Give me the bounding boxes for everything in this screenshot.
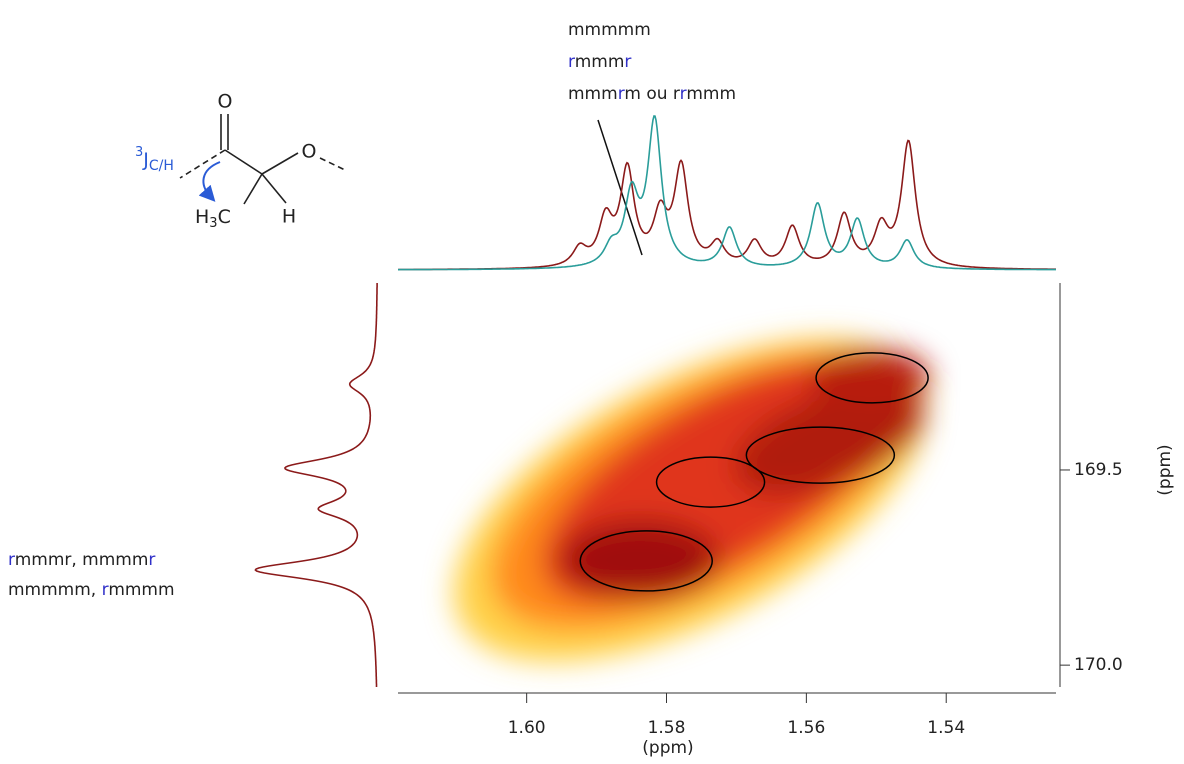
cross-peak — [579, 530, 713, 592]
annotation: rmmmr — [568, 52, 631, 72]
top-spectrum — [398, 139, 1056, 271]
annotation-part: r — [624, 52, 631, 72]
heatmap — [453, 338, 930, 662]
atom-label: H3C — [195, 206, 231, 231]
cross-peak — [655, 456, 766, 508]
y-tick-label: 169.5 — [1074, 460, 1123, 480]
atom-label: H — [282, 206, 296, 228]
annotation: mmmrm ou rrmmm — [568, 84, 736, 104]
annotation-part: r — [8, 550, 15, 570]
x-tick-label: 1.60 — [508, 718, 546, 738]
text-part: H — [195, 206, 209, 228]
annotation-part: r — [568, 52, 575, 72]
coupling-label: 3JC/H — [135, 145, 174, 175]
top-spectrum — [398, 115, 1056, 271]
subscript: 3 — [209, 216, 217, 231]
annotation-part: mmm — [575, 52, 625, 72]
annotation: mmmmm, rmmmm — [8, 580, 175, 600]
cross-peak — [745, 426, 896, 484]
x-axis-label: (ppm) — [642, 738, 693, 758]
annotation-part: r — [102, 580, 109, 600]
annotation-part: m ou r — [624, 84, 680, 104]
left-spectrum — [254, 283, 378, 687]
cross-peak — [815, 352, 929, 404]
x-tick-label: 1.56 — [787, 718, 825, 738]
annotation-part: mmmr, mmmm — [15, 550, 149, 570]
y-axis-label: (ppm) — [1155, 444, 1175, 495]
annotation: mmmmm — [568, 20, 651, 40]
annotation-part: mmmmm — [568, 20, 651, 40]
annotation-part: r — [680, 84, 687, 104]
atom-label: O — [218, 91, 233, 113]
atom-label: O — [302, 141, 317, 163]
superscript: 3 — [135, 145, 143, 160]
pointer-line — [597, 119, 643, 256]
subscript: C/H — [149, 158, 174, 174]
annotation-part: mmm — [568, 84, 618, 104]
text-part: J — [142, 149, 149, 171]
molecule: O O H H3C 3JC/H — [135, 91, 346, 231]
x-tick-label: 1.58 — [648, 718, 686, 738]
x-tick-label: 1.54 — [927, 718, 965, 738]
annotation: rmmmr, mmmmr — [8, 550, 155, 570]
y-tick-label: 170.0 — [1074, 655, 1123, 675]
annotation-part: mmm — [686, 84, 736, 104]
annotation-part: r — [618, 84, 625, 104]
annotation-part: mmmmm, — [8, 580, 102, 600]
annotation-part: r — [148, 550, 155, 570]
annotation-part: mmmm — [108, 580, 174, 600]
text-part: C — [218, 206, 231, 228]
